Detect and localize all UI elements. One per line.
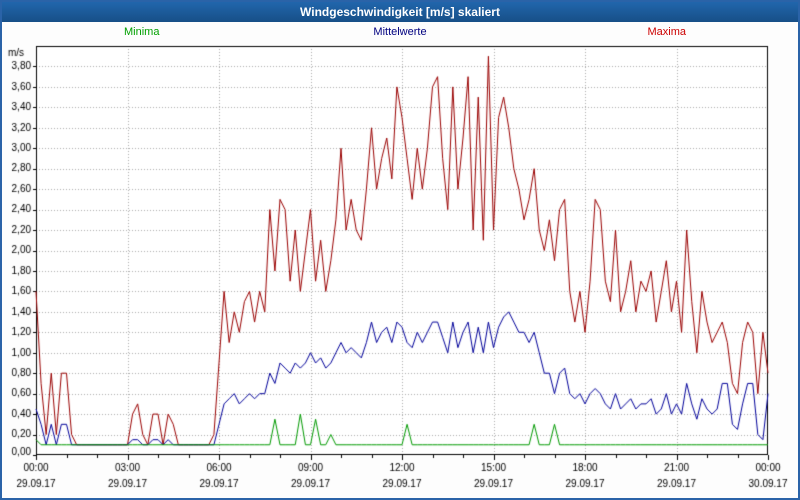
legend-maxima-label: Maxima [647, 26, 686, 38]
chart-legend: Minima Mittelwerte Maxima [2, 22, 798, 42]
wind-speed-chart-canvas [2, 42, 798, 498]
window-titlebar: Windgeschwindigkeit [m/s] skaliert [2, 2, 798, 22]
window-title: Windgeschwindigkeit [m/s] skaliert [300, 5, 500, 19]
legend-minima-label: Minima [124, 26, 160, 38]
legend-mittelwerte-label: Mittelwerte [373, 26, 427, 38]
